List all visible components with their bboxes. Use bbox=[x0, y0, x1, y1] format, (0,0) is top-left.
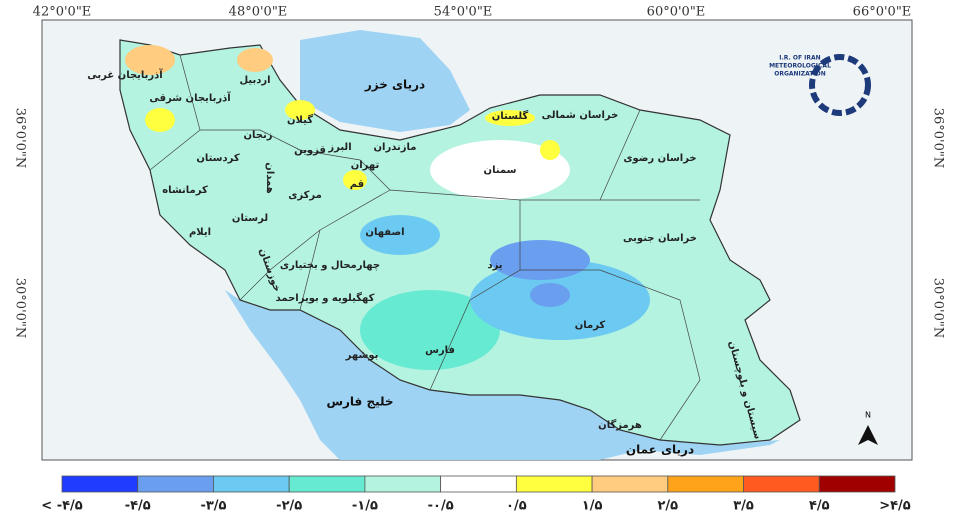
province-label: سمنان bbox=[484, 165, 517, 176]
legend-swatch bbox=[364, 475, 442, 493]
legend-label: -۴/۵ bbox=[125, 499, 151, 514]
logo-text: ORGANIZATION bbox=[774, 71, 826, 78]
iran-land bbox=[119, 39, 801, 446]
province-label: کهگیلویه و بویراحمد bbox=[276, 291, 375, 304]
logo-text: METEOROLOGICAL bbox=[769, 63, 831, 70]
latitude-label: 36°0'0"N bbox=[13, 108, 28, 169]
province-label: خراسان شمالی bbox=[542, 110, 619, 121]
legend-swatch bbox=[818, 475, 896, 493]
legend-swatch bbox=[515, 475, 593, 493]
legend-label: ۱/۵ bbox=[582, 499, 603, 514]
province-label: گلستان bbox=[492, 109, 529, 122]
province-label: اصفهان bbox=[365, 227, 404, 238]
north-arrow: N bbox=[858, 411, 878, 445]
province-label: اردبیل bbox=[239, 75, 270, 86]
water-label: دریای عمان bbox=[626, 443, 694, 457]
province-label: کردستان bbox=[196, 153, 240, 164]
province-label: خراسان جنوبی bbox=[623, 233, 697, 244]
legend-swatch bbox=[440, 475, 517, 493]
province-label: تهران bbox=[351, 160, 380, 171]
latitude-label: 30°0'0"N bbox=[13, 278, 28, 339]
province-label: خراسان رضوی bbox=[623, 153, 696, 164]
province-label: کرمان bbox=[575, 320, 606, 331]
caspian-sea bbox=[300, 30, 470, 132]
province-label: آذربایجان غربی bbox=[87, 68, 163, 81]
province-label: همدان bbox=[264, 162, 275, 193]
province-label: یزد bbox=[487, 260, 502, 271]
province-label: هرمزگان bbox=[598, 418, 642, 431]
province-label: آذربایجان شرقی bbox=[149, 91, 231, 104]
legend-label: -۳/۵ bbox=[200, 499, 226, 514]
province-label: قم bbox=[350, 179, 364, 190]
longitude-label: 48°0'0"E bbox=[229, 5, 288, 20]
province-label: مرکزی bbox=[288, 190, 322, 201]
longitude-label: 42°0'0"E bbox=[33, 5, 92, 20]
logo-text: I.R. OF IRAN bbox=[779, 55, 820, 62]
legend-label: -۱/۵ bbox=[352, 499, 378, 514]
legend-label: ۰/۵ bbox=[506, 499, 527, 514]
legend-label: -۲/۵ bbox=[276, 499, 302, 514]
latitude-label: 36°0'0"N bbox=[931, 108, 946, 169]
persian-gulf bbox=[225, 290, 800, 460]
logo bbox=[809, 54, 871, 116]
legend-swatch bbox=[213, 475, 290, 493]
province-borders bbox=[149, 54, 701, 441]
legend-label: -۰/۵ bbox=[428, 499, 454, 514]
legend-swatch bbox=[288, 475, 366, 493]
province-label: چهارمحال و بختیاری bbox=[280, 260, 380, 271]
legend-label: ۳/۵ bbox=[733, 499, 754, 514]
legend-swatch bbox=[667, 475, 744, 493]
province-label: کرمانشاه bbox=[162, 185, 208, 196]
province-label: قزوین bbox=[294, 145, 326, 156]
province-label: فارس bbox=[425, 345, 455, 356]
province-label: بوشهر bbox=[345, 350, 379, 361]
legend-label: >۴/۵ bbox=[879, 499, 911, 514]
legend-label: ۴/۵ bbox=[809, 499, 830, 514]
north-label: N bbox=[865, 411, 871, 420]
province-label: گیلان bbox=[287, 113, 313, 126]
province-label: زنجان bbox=[243, 130, 272, 141]
legend-swatch bbox=[743, 475, 820, 493]
longitude-label: 66°0'0"E bbox=[853, 5, 912, 20]
legend-swatch bbox=[591, 475, 669, 493]
legend-label: < -۴/۵ bbox=[41, 499, 82, 514]
longitude-label: 54°0'0"E bbox=[434, 5, 493, 20]
province-label: مازندران bbox=[374, 142, 417, 153]
water-label: خلیج فارس bbox=[326, 395, 393, 409]
legend-label: ۲/۵ bbox=[658, 499, 679, 514]
latitude-label: 30°0'0"N bbox=[931, 278, 946, 339]
legend-swatch bbox=[137, 475, 214, 493]
province-label: ایلام bbox=[189, 227, 211, 238]
water-label: دریای خزر bbox=[364, 78, 425, 92]
province-label: البرز bbox=[327, 142, 351, 153]
legend-swatch bbox=[61, 475, 139, 493]
anomaly-patches bbox=[125, 45, 650, 370]
province-label: لرستان bbox=[232, 213, 268, 224]
longitude-label: 60°0'0"E bbox=[647, 5, 706, 20]
